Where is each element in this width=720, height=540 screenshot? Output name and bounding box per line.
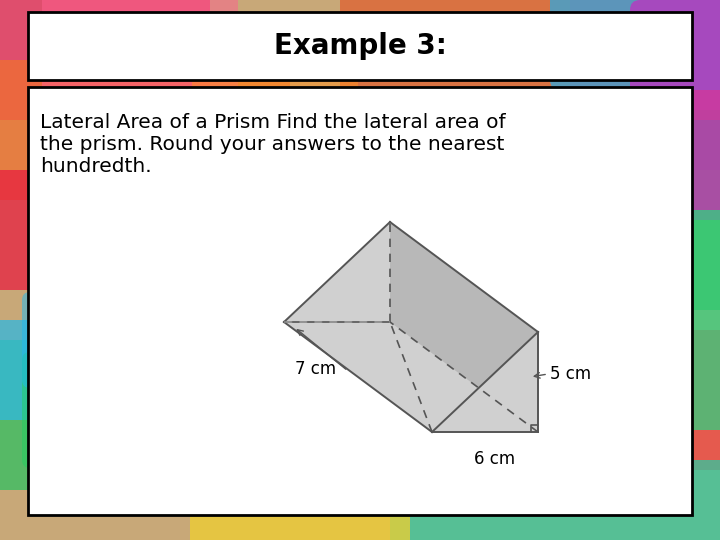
FancyBboxPatch shape xyxy=(22,352,238,468)
FancyBboxPatch shape xyxy=(190,450,410,540)
FancyBboxPatch shape xyxy=(90,230,460,370)
Polygon shape xyxy=(284,222,538,432)
Text: hundredth.: hundredth. xyxy=(40,157,152,176)
FancyBboxPatch shape xyxy=(0,60,290,200)
FancyBboxPatch shape xyxy=(390,460,720,540)
FancyBboxPatch shape xyxy=(0,0,210,120)
FancyBboxPatch shape xyxy=(630,0,720,220)
FancyBboxPatch shape xyxy=(570,0,720,170)
Text: 5 cm: 5 cm xyxy=(550,365,591,383)
Bar xyxy=(28,87,692,515)
FancyBboxPatch shape xyxy=(630,210,720,430)
Bar xyxy=(28,12,692,80)
FancyBboxPatch shape xyxy=(292,412,508,488)
FancyBboxPatch shape xyxy=(550,0,720,90)
FancyBboxPatch shape xyxy=(192,12,358,128)
Text: 6 cm: 6 cm xyxy=(474,450,516,468)
FancyBboxPatch shape xyxy=(0,340,290,490)
FancyBboxPatch shape xyxy=(550,110,720,310)
Polygon shape xyxy=(390,222,538,432)
FancyBboxPatch shape xyxy=(470,330,720,470)
Polygon shape xyxy=(284,322,538,432)
FancyBboxPatch shape xyxy=(0,320,190,420)
Text: Example 3:: Example 3: xyxy=(274,32,446,60)
Text: Lateral Area of a Prism Find the lateral area of: Lateral Area of a Prism Find the lateral… xyxy=(40,112,505,132)
Text: the prism. Round your answers to the nearest: the prism. Round your answers to the nea… xyxy=(40,134,505,153)
FancyBboxPatch shape xyxy=(42,0,238,108)
FancyBboxPatch shape xyxy=(0,170,210,290)
Polygon shape xyxy=(432,332,538,432)
FancyBboxPatch shape xyxy=(152,172,368,308)
Text: 7 cm: 7 cm xyxy=(295,360,336,378)
FancyBboxPatch shape xyxy=(340,0,720,120)
FancyBboxPatch shape xyxy=(22,292,198,388)
